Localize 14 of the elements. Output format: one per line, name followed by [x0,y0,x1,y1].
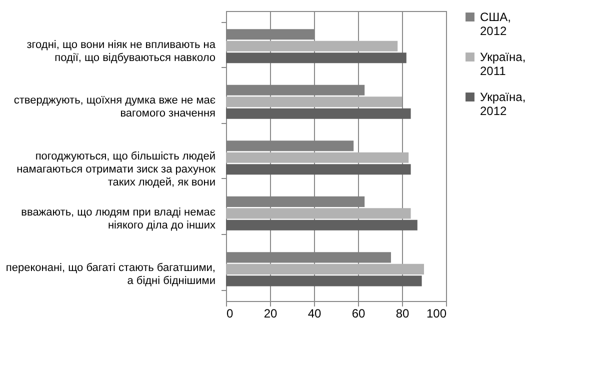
y-tick-label: погоджуються, що більшість людей намагаються отримати зиск за рахунок таких людей, як вони [16,150,216,188]
y-tick-label: вважають, що людям при владі немає ніякого діла до інших [21,206,216,232]
x-tick-label: 0 [226,306,234,320]
x-tick-label: 100 [426,306,447,320]
legend-label: США, 2012 [480,10,512,38]
legend-label: Україна, 2012 [480,90,526,118]
x-tick-label: 20 [264,306,278,320]
y-tick-label: переконані, що багаті стають багатшими, а бідні біднішими [6,262,216,288]
x-tick-label: 40 [308,306,322,320]
legend-label: Україна, 2011 [480,50,526,78]
x-tick-label: 80 [396,306,410,320]
y-tick-label: згодні, що вони ніяк не впливають на події, що відбуваються навколо [26,38,216,64]
x-tick-label: 60 [352,306,366,320]
y-tick-label: стверджують, щоїхня думка вже не має вагомого значення [14,94,216,120]
